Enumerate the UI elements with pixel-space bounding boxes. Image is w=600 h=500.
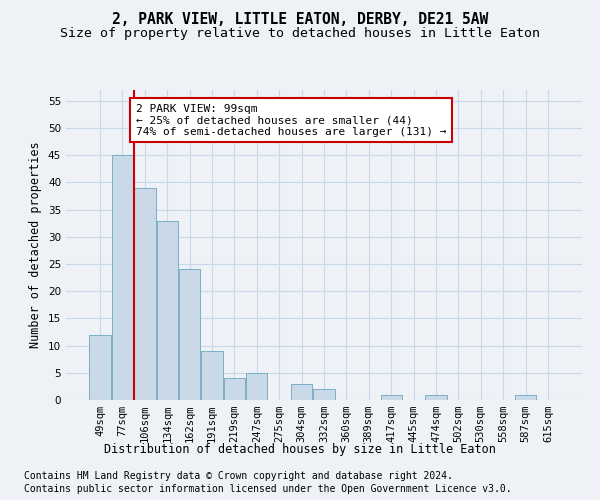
Bar <box>515 394 536 400</box>
Text: Contains HM Land Registry data © Crown copyright and database right 2024.: Contains HM Land Registry data © Crown c… <box>24 471 453 481</box>
Bar <box>202 351 223 400</box>
Bar <box>134 188 155 400</box>
Bar <box>246 373 268 400</box>
Bar <box>313 389 335 400</box>
Bar <box>224 378 245 400</box>
Text: Distribution of detached houses by size in Little Eaton: Distribution of detached houses by size … <box>104 442 496 456</box>
Bar <box>89 334 111 400</box>
Bar <box>380 394 402 400</box>
Y-axis label: Number of detached properties: Number of detached properties <box>29 142 43 348</box>
Bar <box>291 384 312 400</box>
Bar <box>157 220 178 400</box>
Bar <box>425 394 446 400</box>
Text: 2 PARK VIEW: 99sqm
← 25% of detached houses are smaller (44)
74% of semi-detache: 2 PARK VIEW: 99sqm ← 25% of detached hou… <box>136 104 446 137</box>
Bar <box>179 270 200 400</box>
Text: Contains public sector information licensed under the Open Government Licence v3: Contains public sector information licen… <box>24 484 512 494</box>
Text: 2, PARK VIEW, LITTLE EATON, DERBY, DE21 5AW: 2, PARK VIEW, LITTLE EATON, DERBY, DE21 … <box>112 12 488 28</box>
Text: Size of property relative to detached houses in Little Eaton: Size of property relative to detached ho… <box>60 28 540 40</box>
Bar <box>112 156 133 400</box>
